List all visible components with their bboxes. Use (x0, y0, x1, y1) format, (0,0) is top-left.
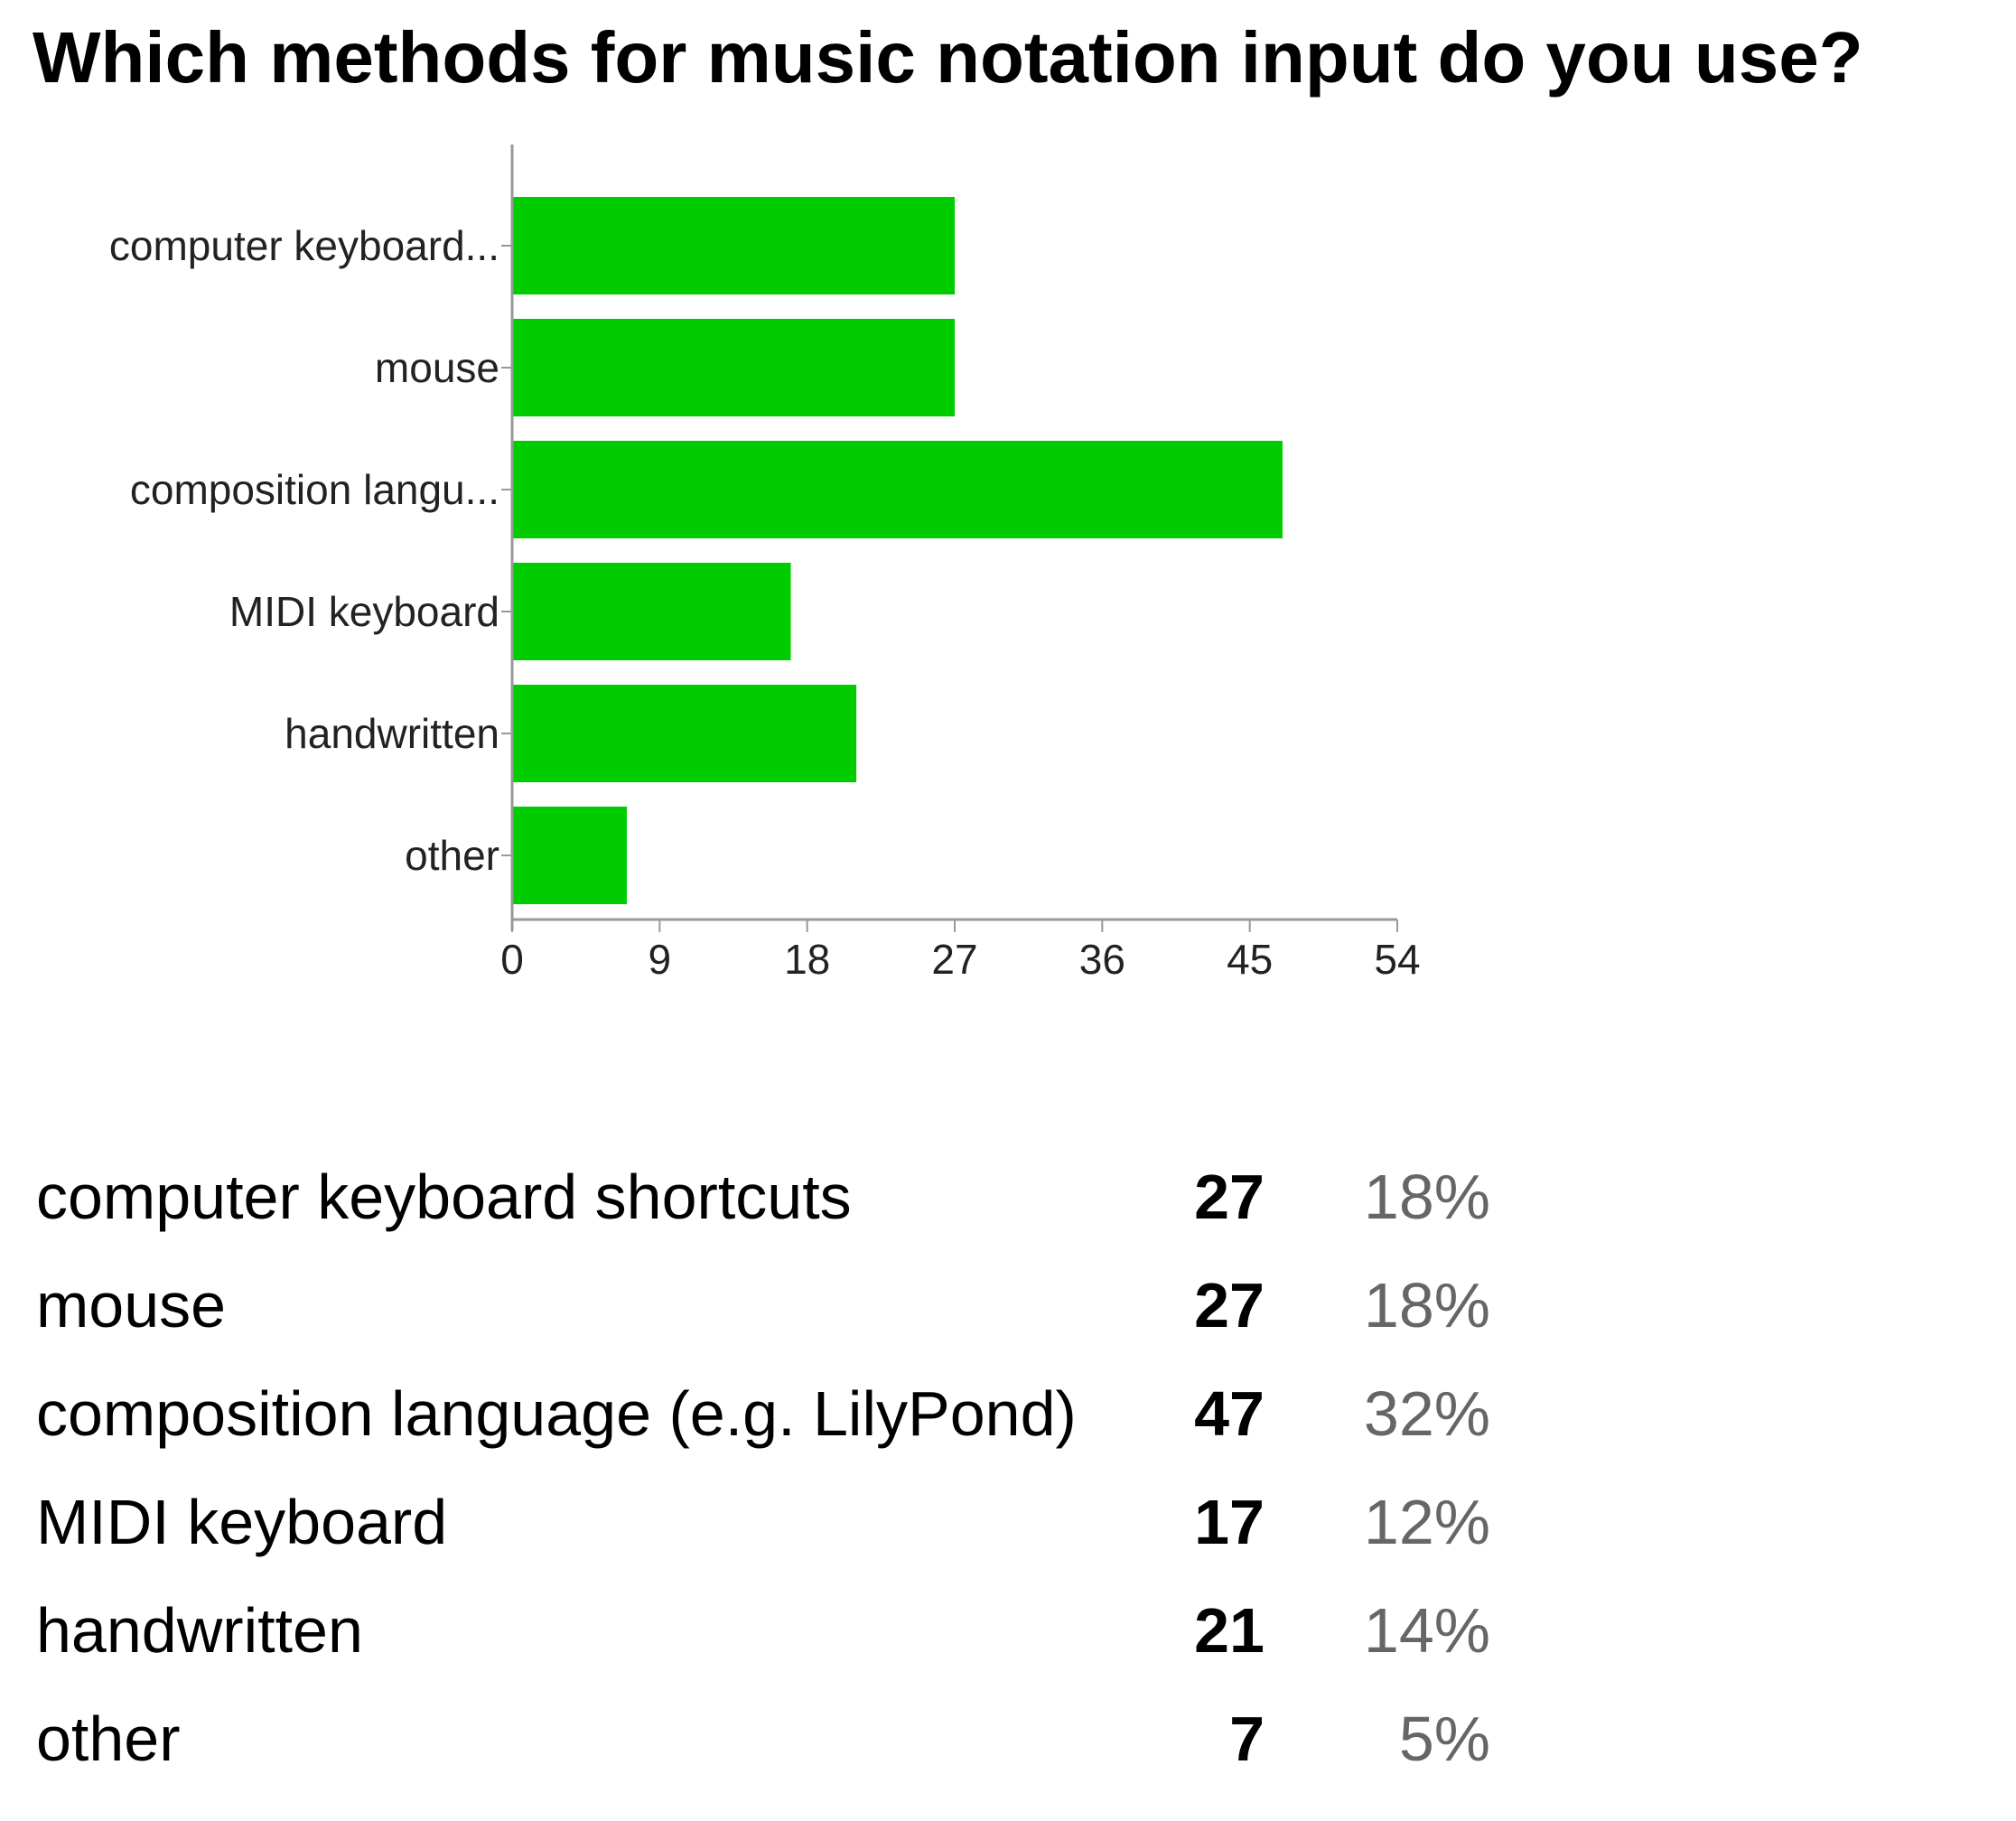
bar (512, 319, 955, 416)
summary-percent: 12% (1363, 1487, 1490, 1557)
y-tick-label: MIDI keyboard (229, 588, 499, 635)
bar (512, 197, 955, 294)
summary-count: 27 (1194, 1162, 1265, 1232)
summary-percent: 18% (1363, 1162, 1490, 1232)
bar (512, 441, 1283, 538)
y-tick-label: handwritten (285, 710, 499, 757)
x-tick-label: 36 (1079, 936, 1125, 983)
summary-count: 47 (1194, 1378, 1265, 1449)
summary-count: 21 (1194, 1595, 1265, 1666)
bar (512, 563, 791, 660)
y-tick-label: composition langu... (130, 466, 499, 513)
summary-label: computer keyboard shortcuts (36, 1162, 852, 1232)
bar (512, 807, 628, 904)
x-tick-label: 54 (1374, 936, 1420, 983)
bar-chart: computer keyboard... mouse composition lan… (109, 145, 1421, 983)
x-tick-label: 27 (931, 936, 977, 983)
summary-row: MIDI keyboard 17 12% (0, 1468, 1535, 1576)
summary-count: 7 (1229, 1704, 1265, 1774)
summary-percent: 5% (1398, 1704, 1490, 1774)
y-tick-label: computer keyboard... (109, 222, 499, 269)
summary-percent: 32% (1363, 1378, 1490, 1449)
summary-row: mouse 27 18% (0, 1251, 1535, 1359)
y-tick-label: other (405, 832, 499, 879)
x-tick-label: 0 (500, 936, 524, 983)
summary-count: 17 (1194, 1487, 1265, 1557)
summary-row: composition language (e.g. LilyPond) 47 … (0, 1359, 1535, 1468)
summary-label: other (36, 1704, 181, 1774)
summary-row: handwritten 21 14% (0, 1576, 1535, 1685)
summary-label: handwritten (36, 1595, 363, 1666)
bar (512, 685, 857, 782)
summary-label: mouse (36, 1270, 227, 1340)
summary-label: MIDI keyboard (36, 1487, 448, 1557)
summary-row: computer keyboard shortcuts 27 18% (0, 1143, 1535, 1251)
summary-percent: 18% (1363, 1270, 1490, 1340)
x-tick-label: 45 (1227, 936, 1273, 983)
summary-row: other 7 5% (0, 1685, 1535, 1793)
page-title: Which methods for music notation input d… (33, 17, 1863, 98)
summary-percent: 14% (1363, 1595, 1490, 1666)
x-tick-label: 9 (649, 936, 672, 983)
x-tick-label: 18 (784, 936, 830, 983)
y-tick-label: mouse (375, 344, 499, 391)
summary-count: 27 (1194, 1270, 1265, 1340)
summary-label: composition language (e.g. LilyPond) (36, 1378, 1077, 1449)
